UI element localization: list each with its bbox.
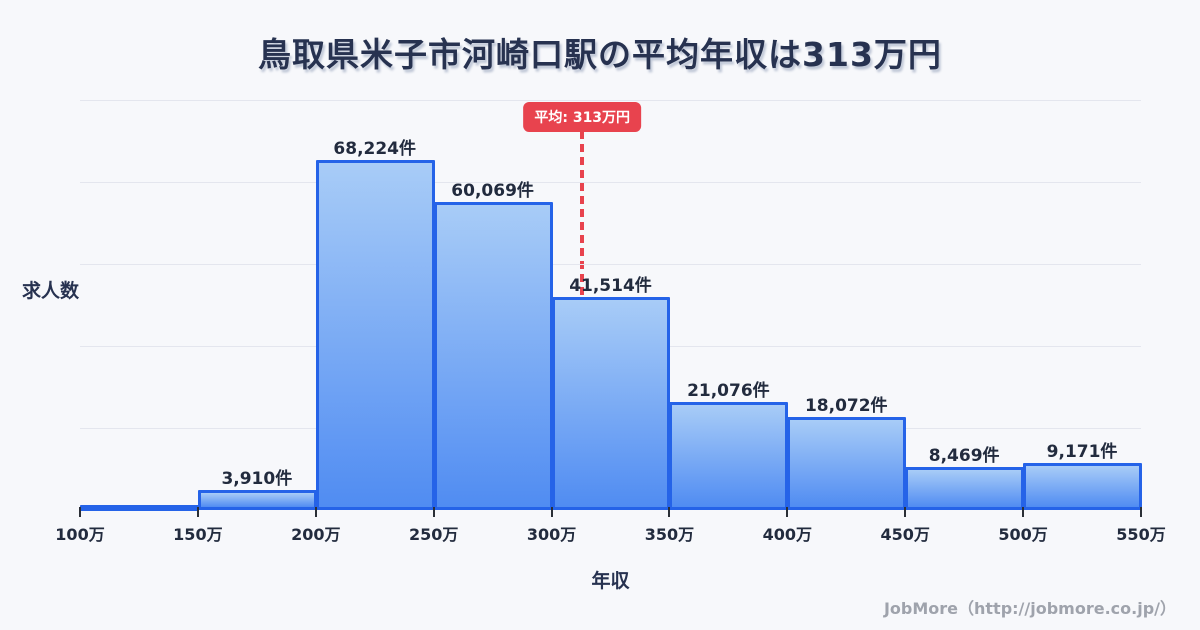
bar-value-label: 18,072件 [804,396,888,417]
x-tick-label: 550万 [1116,525,1166,544]
x-tick-mark [668,507,671,517]
histogram-bar [433,202,553,510]
credit-line: JobMore（http://jobmore.co.jp/） [883,599,1176,618]
x-tick-label: 500万 [998,525,1048,544]
histogram-bar [80,505,199,511]
y-axis-label: 求人数 [22,280,80,302]
page-title: 鳥取県米子市河崎口駅の平均年収は313万円 [258,35,942,74]
x-tick-label: 150万 [173,525,223,544]
gridline [80,100,1141,101]
bar-value-label: 60,069件 [451,181,534,202]
bar-value-label: 21,076件 [687,380,770,401]
x-tick-mark [1140,507,1142,517]
x-tick-mark [432,507,435,517]
x-tick-label: 450万 [880,525,930,544]
x-tick-label: 200万 [291,525,341,544]
histogram-bar [551,297,671,510]
histogram-bar [669,401,789,510]
x-tick-label: 100万 [55,525,105,544]
x-tick-mark [904,507,907,517]
bar-value-label: 9,171件 [1046,441,1118,462]
bar-value-label: 3,910件 [221,468,293,489]
gridline [80,182,1141,183]
average-badge: 平均: 313万円 [523,102,642,132]
x-tick-mark [550,507,553,517]
gridline [80,264,1141,265]
histogram-bar [787,417,907,510]
x-axis-label: 年収 [591,570,630,592]
histogram-bar [1023,462,1142,510]
x-tick-mark [79,507,81,517]
x-tick-label: 400万 [762,525,813,544]
bar-value-label: 68,224件 [333,139,417,160]
bar-value-label: 41,514件 [569,276,652,297]
histogram-bar [315,160,435,510]
x-tick-label: 250万 [408,525,459,544]
histogram-bar [197,489,317,510]
x-tick-mark [314,507,317,517]
x-tick-mark [196,507,199,517]
x-tick-label: 300万 [526,525,577,544]
x-tick-mark [1022,507,1025,517]
x-tick-label: 350万 [644,525,695,544]
histogram-bar [905,466,1025,510]
x-tick-mark [786,507,789,517]
bar-value-label: 8,469件 [928,445,1000,466]
